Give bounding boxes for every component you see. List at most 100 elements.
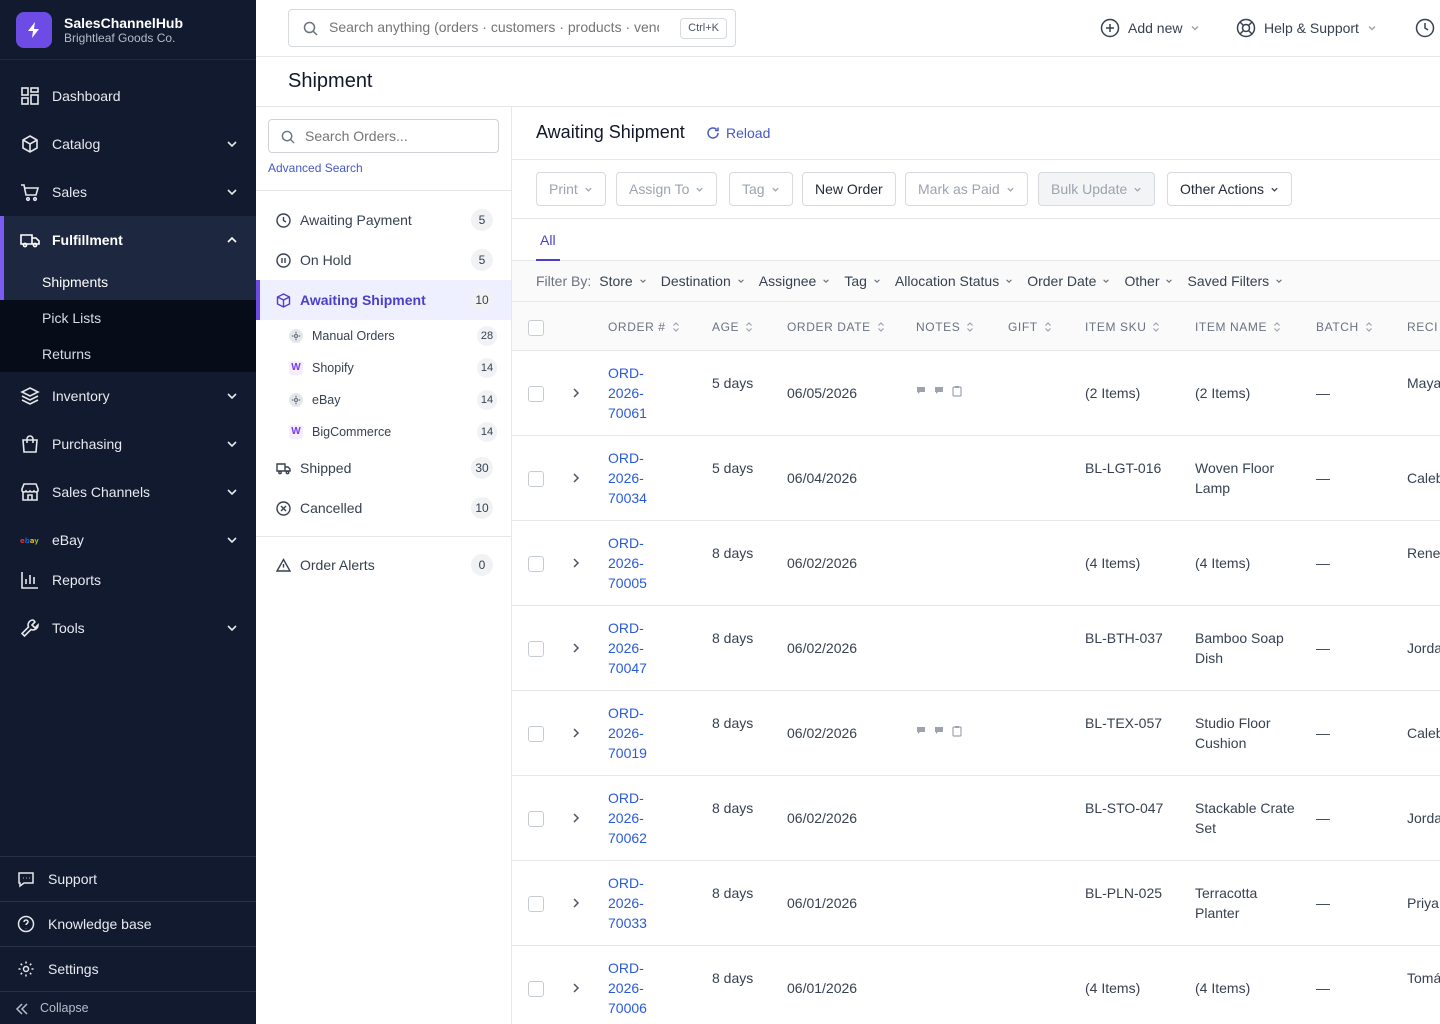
brand[interactable]: SalesChannelHub Brightleaf Goods Co. <box>0 0 256 60</box>
order-number-link[interactable]: ORD-2026-70006 <box>608 960 647 1016</box>
status-awaiting-shipment[interactable]: Awaiting Shipment 10 <box>256 280 511 320</box>
col-gift[interactable]: GIFT <box>1008 320 1052 334</box>
row-checkbox[interactable] <box>528 726 544 742</box>
chat-bubble-icon[interactable] <box>934 726 944 736</box>
notes-icons[interactable] <box>916 385 970 397</box>
table-row[interactable]: ORD-2026-70006 8 days 06/01/2026 (4 Items) (… <box>512 946 1440 1024</box>
add-new-button[interactable]: Add new <box>1100 17 1200 39</box>
filter-store[interactable]: Store <box>599 273 646 289</box>
nav-catalog[interactable]: Catalog <box>0 120 256 168</box>
col-order[interactable]: ORDER # <box>608 320 680 334</box>
chevron-right-icon[interactable] <box>571 812 581 824</box>
nav-sales-channels[interactable]: Sales Channels <box>0 468 256 516</box>
filter-assignee[interactable]: Assignee <box>759 273 831 289</box>
table-row[interactable]: ORD-2026-70033 8 days 06/01/2026 BL-PLN-025… <box>512 861 1440 946</box>
col-age[interactable]: AGE <box>712 320 753 334</box>
chevron-right-icon[interactable] <box>571 472 581 484</box>
status-cancelled[interactable]: Cancelled 10 <box>256 488 511 528</box>
row-checkbox[interactable] <box>528 556 544 572</box>
select-all-checkbox[interactable] <box>528 320 544 336</box>
col-batch[interactable]: BATCH <box>1316 320 1373 334</box>
other-actions-button[interactable]: Other Actions <box>1167 172 1293 206</box>
clipboard-icon[interactable] <box>952 385 962 397</box>
order-number-link[interactable]: ORD-2026-70005 <box>608 535 647 591</box>
global-search[interactable]: Ctrl+K <box>288 9 736 47</box>
row-checkbox[interactable] <box>528 811 544 827</box>
table-row[interactable]: ORD-2026-70019 8 days 06/02/2026 BL-TEX-057… <box>512 691 1440 776</box>
nav-knowledge-base[interactable]: Knowledge base <box>0 901 256 946</box>
filter-allocation-status[interactable]: Allocation Status <box>895 273 1013 289</box>
mark-as-paid-button[interactable]: Mark as Paid <box>905 172 1028 206</box>
order-number-link[interactable]: ORD-2026-70062 <box>608 790 647 846</box>
chevron-right-icon[interactable] <box>571 727 581 739</box>
order-number-link[interactable]: ORD-2026-70061 <box>608 365 647 421</box>
print-button[interactable]: Print <box>536 172 606 206</box>
row-checkbox[interactable] <box>528 896 544 912</box>
chevron-right-icon[interactable] <box>571 642 581 654</box>
new-order-button[interactable]: New Order <box>802 172 896 206</box>
nav-ebay[interactable]: ebay eBay <box>0 516 256 564</box>
table-row[interactable]: ORD-2026-70061 5 days 06/05/2026 (2 Items) (… <box>512 351 1440 436</box>
reload-button[interactable]: Reload <box>706 125 770 141</box>
nav-dashboard[interactable]: Dashboard <box>0 72 256 120</box>
row-checkbox[interactable] <box>528 641 544 657</box>
table-row[interactable]: ORD-2026-70005 8 days 06/02/2026 (4 Items) (… <box>512 521 1440 606</box>
nav-support[interactable]: Support <box>0 856 256 901</box>
col-notes[interactable]: NOTES <box>916 320 974 334</box>
status-shipped[interactable]: Shipped 30 <box>256 448 511 488</box>
clipboard-icon[interactable] <box>952 725 962 737</box>
table-row[interactable]: ORD-2026-70034 5 days 06/04/2026 BL-LGT-016… <box>512 436 1440 521</box>
bulk-update-button[interactable]: Bulk Update <box>1038 172 1156 206</box>
tag-button[interactable]: Tag <box>729 172 793 206</box>
nav-settings[interactable]: Settings <box>0 946 256 991</box>
filter-saved-filters[interactable]: Saved Filters <box>1187 273 1283 289</box>
filter-destination[interactable]: Destination <box>661 273 745 289</box>
order-search[interactable] <box>268 119 499 153</box>
order-number-link[interactable]: ORD-2026-70034 <box>608 450 647 506</box>
status-on-hold[interactable]: On Hold 5 <box>256 240 511 280</box>
filter-other[interactable]: Other <box>1124 273 1173 289</box>
filter-order-date[interactable]: Order Date <box>1027 273 1110 289</box>
chevron-right-icon[interactable] <box>571 982 581 994</box>
status-awaiting-payment[interactable]: Awaiting Payment 5 <box>256 200 511 240</box>
order-number-link[interactable]: ORD-2026-70019 <box>608 705 647 761</box>
order-alerts[interactable]: Order Alerts 0 <box>256 545 511 585</box>
row-checkbox[interactable] <box>528 981 544 997</box>
nav-fulfillment[interactable]: Fulfillment <box>0 216 256 264</box>
chevron-right-icon[interactable] <box>571 557 581 569</box>
order-search-input[interactable] <box>305 128 485 144</box>
help-support-button[interactable]: Help & Support <box>1236 17 1377 39</box>
channel-ebay[interactable]: eBay 14 <box>256 384 511 416</box>
nav-reports[interactable]: Reports <box>0 556 256 604</box>
chat-bubble-icon[interactable] <box>916 726 926 736</box>
nav-inventory[interactable]: Inventory <box>0 372 256 420</box>
tab-all[interactable]: All <box>536 232 560 261</box>
table-row[interactable]: ORD-2026-70047 8 days 06/02/2026 BL-BTH-037… <box>512 606 1440 691</box>
col-item-sku[interactable]: ITEM SKU <box>1085 320 1160 334</box>
row-checkbox[interactable] <box>528 386 544 402</box>
notes-icons[interactable] <box>916 725 970 737</box>
nav-sales[interactable]: Sales <box>0 168 256 216</box>
col-recipient[interactable]: RECI <box>1407 320 1438 334</box>
clock-button[interactable] <box>1415 17 1440 39</box>
chevron-right-icon[interactable] <box>571 387 581 399</box>
nav-tools[interactable]: Tools <box>0 604 256 652</box>
col-order-date[interactable]: ORDER DATE <box>787 320 885 334</box>
nav-returns[interactable]: Returns <box>42 346 92 362</box>
chevron-right-icon[interactable] <box>571 897 581 909</box>
advanced-search-link[interactable]: Advanced Search <box>268 161 363 175</box>
assign-to-button[interactable]: Assign To <box>616 172 718 206</box>
nav-purchasing[interactable]: Purchasing <box>0 420 256 468</box>
row-checkbox[interactable] <box>528 471 544 487</box>
collapse-button[interactable]: Collapse <box>0 991 256 1024</box>
filter-tag[interactable]: Tag <box>844 273 881 289</box>
global-search-input[interactable] <box>329 19 659 35</box>
nav-pick-lists[interactable]: Pick Lists <box>42 310 102 326</box>
order-number-link[interactable]: ORD-2026-70033 <box>608 875 647 931</box>
order-number-link[interactable]: ORD-2026-70047 <box>608 620 647 676</box>
channel-bigcommerce[interactable]: W BigCommerce 14 <box>256 416 511 448</box>
col-item-name[interactable]: ITEM NAME <box>1195 320 1281 334</box>
channel-manual-orders[interactable]: Manual Orders 28 <box>256 320 511 352</box>
channel-shopify[interactable]: W Shopify 14 <box>256 352 511 384</box>
nav-shipments[interactable]: Shipments <box>0 264 256 300</box>
